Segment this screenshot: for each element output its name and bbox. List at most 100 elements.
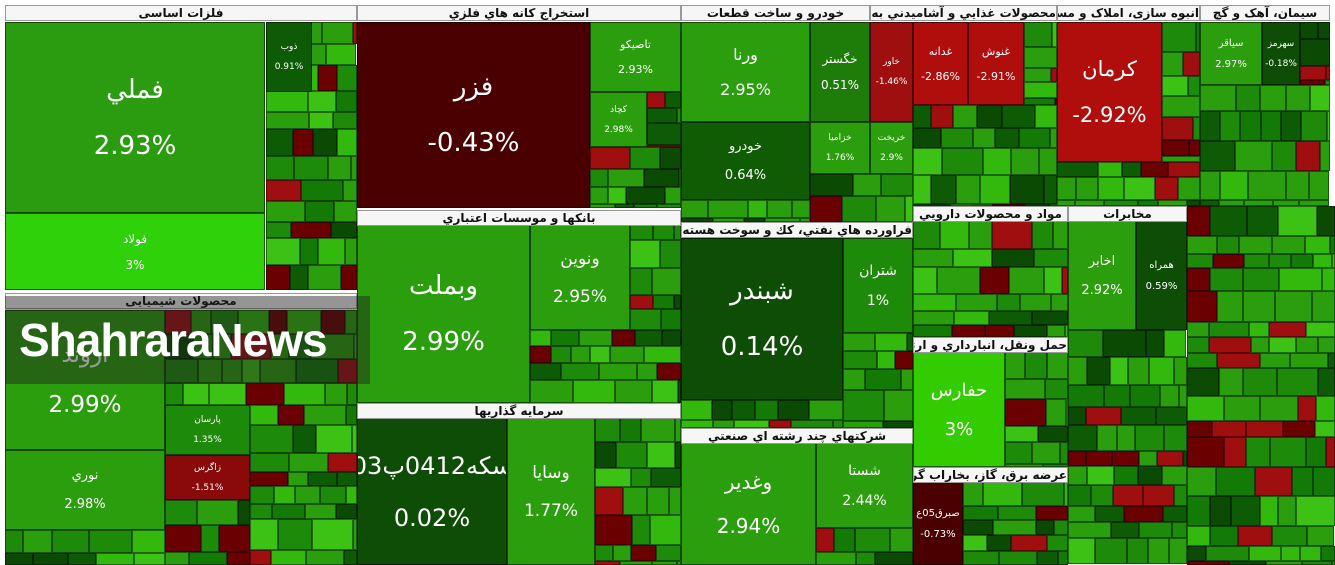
small-tile: [1209, 322, 1249, 337]
small-tile: [1051, 68, 1057, 82]
small-tile: [1162, 156, 1200, 162]
small-tile: [913, 267, 937, 294]
symbol-label: تاصيكو: [620, 38, 651, 51]
small-tile: [985, 325, 1014, 337]
small-tile: [883, 421, 913, 428]
small-tile: [913, 148, 942, 175]
small-tile: [1037, 551, 1058, 565]
sector-header: سرمايه گذاريها: [357, 403, 681, 419]
small-tile: [1189, 140, 1200, 156]
small-tile: [320, 486, 346, 504]
change-label: 2.93%: [93, 130, 177, 161]
small-tile: [1299, 200, 1329, 206]
small-tile: [1135, 425, 1164, 451]
small-tile: [250, 519, 278, 550]
small-tile: [963, 535, 987, 551]
small-tile: [1187, 421, 1212, 437]
change-label: 2.93%: [618, 63, 653, 76]
small-tile: [1238, 526, 1272, 546]
small-tile: [231, 334, 271, 359]
small-tile: [1229, 561, 1266, 565]
small-tile: [1057, 177, 1076, 200]
change-label: 2.99%: [402, 327, 485, 357]
small-tile: [530, 380, 573, 403]
small-tile: [1104, 385, 1130, 407]
small-tile: [1220, 171, 1248, 200]
small-tile: [1009, 267, 1044, 294]
small-tile: [881, 174, 913, 196]
small-tile: [1141, 162, 1168, 177]
small-tile: [1169, 538, 1187, 564]
change-label: -2.91%: [976, 69, 1016, 83]
change-label: 2.99%: [48, 392, 122, 418]
small-tile: [843, 333, 875, 351]
small-tile: [1024, 47, 1057, 68]
small-tile: [1068, 522, 1111, 538]
small-tile: [334, 201, 357, 222]
small-tile: [1260, 396, 1298, 421]
stock-tile: غدانه -2.86%: [913, 22, 968, 105]
small-tile: [266, 156, 294, 180]
small-tile: [1196, 22, 1200, 52]
small-tile: [134, 553, 165, 565]
small-tile: [1210, 526, 1238, 546]
small-tile: [980, 175, 1010, 204]
change-label: 2.92%: [1081, 282, 1123, 298]
small-tile: [1200, 85, 1236, 111]
stock-tile: خريخت 2.9%: [870, 122, 913, 174]
small-tile: [1054, 520, 1068, 535]
small-tile: [608, 169, 644, 187]
small-tile: [1217, 353, 1260, 368]
small-tile: [983, 148, 1011, 175]
small-tile: [1032, 221, 1053, 249]
small-tile: [321, 310, 345, 334]
small-tile: [1087, 357, 1110, 385]
small-tile: [1124, 177, 1155, 200]
small-tile: [1321, 546, 1335, 561]
small-tile: [1068, 407, 1086, 425]
small-tile: [305, 201, 334, 222]
small-tile: [345, 238, 357, 265]
small-tile: [300, 238, 318, 265]
small-tile: [630, 225, 653, 240]
small-tile: [1113, 485, 1143, 506]
small-tile: [250, 425, 293, 453]
small-tile: [1095, 538, 1127, 564]
symbol-label: پارسان: [194, 415, 221, 425]
small-tile: [778, 400, 809, 420]
sector-header: فلزات اساسی: [5, 5, 357, 21]
small-tile: [1138, 466, 1162, 485]
small-tile: [665, 92, 681, 108]
small-tile: [1162, 466, 1187, 485]
small-tile: [641, 418, 675, 442]
small-tile: [238, 500, 250, 525]
small-tile: [647, 442, 675, 468]
small-tile: [326, 44, 356, 65]
small-tile: [681, 218, 713, 222]
small-tile: [1315, 421, 1335, 437]
small-tile: [1187, 200, 1200, 206]
small-tile: [679, 169, 681, 187]
small-tile: [678, 380, 681, 403]
small-tile: [856, 552, 875, 565]
small-tile: [1278, 496, 1296, 526]
small-tile: [767, 200, 792, 218]
small-tile: [89, 530, 132, 553]
small-tile: [250, 405, 278, 425]
small-tile: [1002, 105, 1035, 128]
small-tile: [337, 65, 357, 91]
small-tile: [644, 346, 681, 363]
symbol-label: فزر: [453, 72, 494, 102]
small-tile: [1249, 322, 1269, 337]
small-tile: [610, 346, 644, 363]
small-tile: [284, 383, 325, 405]
small-tile: [1300, 39, 1330, 66]
small-tile: [165, 310, 191, 334]
small-tile: [661, 309, 681, 330]
small-tile: [293, 129, 313, 156]
small-tile: [1032, 442, 1060, 464]
small-tile: [1300, 80, 1325, 85]
small-tile: [318, 238, 345, 265]
small-tile: [1306, 322, 1335, 337]
symbol-label: نوري: [71, 468, 99, 483]
